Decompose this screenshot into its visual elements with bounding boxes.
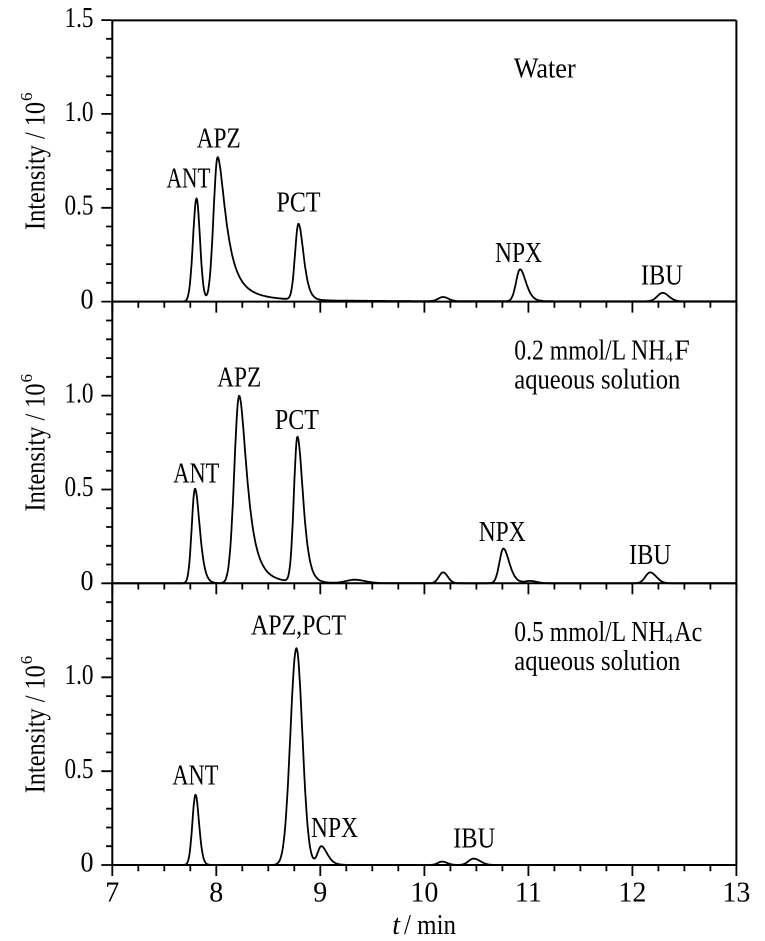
svg-text:Intensity / 10: Intensity / 10	[21, 102, 52, 230]
svg-text:1.5: 1.5	[65, 3, 94, 34]
svg-text:9: 9	[313, 878, 327, 909]
svg-text:0.2 mmol/L NH: 0.2 mmol/L NH	[514, 336, 665, 367]
svg-text:4: 4	[666, 351, 673, 366]
svg-text:1.0: 1.0	[65, 660, 94, 691]
svg-text:aqueous solution: aqueous solution	[514, 646, 680, 677]
svg-text:0.5: 0.5	[65, 472, 94, 503]
svg-text:aqueous solution: aqueous solution	[514, 365, 680, 396]
svg-text:0.5 mmol/L NH: 0.5 mmol/L NH	[514, 617, 665, 648]
svg-text:APZ: APZ	[197, 124, 241, 155]
svg-text:6: 6	[17, 374, 36, 383]
svg-text:0.5: 0.5	[65, 191, 94, 222]
svg-text:IBU: IBU	[641, 261, 683, 292]
svg-text:0.5: 0.5	[65, 754, 94, 785]
svg-text:t: t	[392, 910, 401, 936]
svg-text:0: 0	[81, 566, 94, 597]
svg-text:ANT: ANT	[167, 164, 211, 195]
svg-text:ANT: ANT	[173, 458, 219, 489]
svg-text:F: F	[674, 336, 690, 367]
svg-text:NPX: NPX	[479, 517, 526, 548]
svg-text:IBU: IBU	[453, 824, 495, 855]
svg-text:8: 8	[209, 878, 223, 909]
svg-text:NPX: NPX	[311, 813, 358, 844]
svg-text:13: 13	[722, 878, 750, 909]
svg-text:APZ,PCT: APZ,PCT	[251, 611, 346, 642]
svg-text:PCT: PCT	[275, 405, 319, 436]
svg-text:PCT: PCT	[277, 188, 321, 219]
svg-text:1.0: 1.0	[65, 97, 94, 128]
svg-text:APZ: APZ	[217, 362, 261, 393]
svg-text:Intensity / 10: Intensity / 10	[21, 665, 52, 793]
svg-text:10: 10	[410, 878, 438, 909]
svg-text:11: 11	[515, 878, 542, 909]
svg-text:12: 12	[618, 878, 646, 909]
svg-text:4: 4	[666, 632, 673, 647]
svg-text:6: 6	[17, 93, 36, 102]
svg-text:Ac: Ac	[674, 617, 702, 648]
svg-text:/ min: / min	[404, 910, 456, 936]
svg-text:6: 6	[17, 656, 36, 665]
svg-text:NPX: NPX	[495, 238, 542, 269]
svg-text:7: 7	[105, 878, 119, 909]
svg-text:1.0: 1.0	[65, 378, 94, 409]
svg-text:Water: Water	[514, 54, 577, 85]
svg-text:0: 0	[81, 284, 94, 315]
svg-text:0: 0	[81, 848, 94, 879]
svg-text:Intensity / 10: Intensity / 10	[21, 384, 52, 512]
svg-text:ANT: ANT	[172, 761, 218, 792]
svg-text:IBU: IBU	[629, 540, 671, 571]
